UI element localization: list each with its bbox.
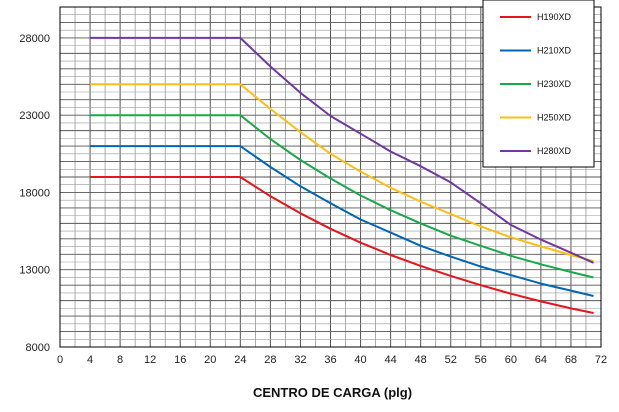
x-tick-label: 52 bbox=[445, 354, 457, 366]
x-tick-label: 64 bbox=[535, 354, 547, 366]
y-tick-label: 18000 bbox=[19, 187, 50, 199]
x-axis-ticks: 0 4 8 12 16 20 24 28 32 36 40 44 48 52 56 60 64 68 72 bbox=[57, 354, 607, 366]
legend: H190XD H210XD H230XD H250XD H280XD bbox=[482, 0, 595, 168]
x-tick-label: 40 bbox=[354, 354, 366, 366]
x-tick-label: 16 bbox=[174, 354, 186, 366]
series-line-h230xd bbox=[90, 114, 594, 279]
x-axis-label: CENTRO DE CARGA (plg) bbox=[253, 385, 412, 400]
series-line-h280xd bbox=[90, 36, 594, 264]
x-tick-label: 36 bbox=[324, 354, 336, 366]
x-tick-label: 48 bbox=[415, 354, 427, 366]
x-tick-label: 60 bbox=[505, 354, 517, 366]
y-tick-label: 8000 bbox=[26, 342, 50, 354]
plot-frame bbox=[59, 6, 602, 348]
legend-label: H210XD bbox=[537, 46, 572, 56]
series-line-h250xd bbox=[90, 83, 594, 263]
x-tick-label: 32 bbox=[294, 354, 306, 366]
legend-label: H230XD bbox=[537, 79, 572, 89]
x-tick-label: 44 bbox=[384, 354, 396, 366]
series-line-h190xd bbox=[90, 176, 594, 314]
x-tick-label: 12 bbox=[144, 354, 156, 366]
x-tick-label: 56 bbox=[475, 354, 487, 366]
x-tick-label: 20 bbox=[204, 354, 216, 366]
x-tick-label: 8 bbox=[117, 354, 123, 366]
legend-label: H190XD bbox=[537, 12, 572, 22]
y-tick-label: 13000 bbox=[19, 265, 50, 277]
x-tick-label: 28 bbox=[264, 354, 276, 366]
y-tick-label: 28000 bbox=[19, 33, 50, 45]
y-axis-ticks: 8000 13000 18000 23000 28000 bbox=[19, 33, 50, 354]
x-tick-label: 4 bbox=[87, 354, 93, 366]
series-lines bbox=[90, 36, 594, 314]
x-tick-label: 72 bbox=[595, 354, 607, 366]
x-tick-label: 24 bbox=[234, 354, 246, 366]
x-tick-label: 0 bbox=[57, 354, 63, 366]
legend-label: H280XD bbox=[537, 146, 572, 156]
x-tick-label: 68 bbox=[565, 354, 577, 366]
series-line-h210xd bbox=[90, 145, 594, 297]
y-tick-label: 23000 bbox=[19, 110, 50, 122]
legend-label: H250XD bbox=[537, 113, 572, 123]
